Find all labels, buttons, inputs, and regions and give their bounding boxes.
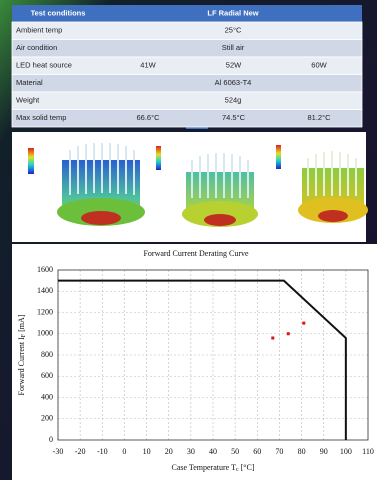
x-axis-label: Case Temperature Tc[°C] — [172, 463, 255, 474]
point — [271, 337, 274, 340]
x-tick-label: 0 — [122, 447, 126, 456]
table-row — [12, 40, 362, 58]
x-tick-label: -10 — [97, 447, 108, 456]
cell: 81.2°C — [307, 113, 331, 122]
row-label: Ambient temp — [16, 26, 62, 35]
x-tick-label: 50 — [231, 447, 239, 456]
cell: 52W — [226, 61, 242, 70]
header-cell: Test conditions — [31, 8, 86, 17]
slide: Forward Current Derating Curve Test cond… — [0, 0, 377, 480]
row-label: Material — [16, 78, 43, 87]
row-label: Weight — [16, 96, 40, 105]
table-row — [12, 75, 362, 93]
table-row — [12, 22, 362, 40]
cell: 25°C — [225, 26, 242, 35]
x-tick-label: 90 — [320, 447, 328, 456]
point — [287, 332, 290, 335]
cell: 66.6°C — [136, 113, 160, 122]
x-tick-label: 10 — [143, 447, 151, 456]
header-cell: LF Radial New — [207, 8, 258, 17]
y-tick-label: 0 — [49, 435, 53, 444]
table: Test conditions LF Radial New Ambient temp… — [12, 5, 362, 127]
cell: 41W — [140, 61, 156, 70]
x-tick-label: 100 — [340, 447, 352, 456]
x-tick-label: 40 — [209, 447, 217, 456]
row-label: Max solid temp — [16, 113, 66, 122]
cell: 74.5°C — [222, 113, 246, 122]
cell: 524g — [225, 96, 242, 105]
cell: Al 6063-T4 — [215, 78, 252, 87]
cell: Still air — [222, 43, 245, 52]
y-tick-label: 600 — [41, 371, 53, 380]
y-tick-label: 400 — [41, 392, 53, 401]
x-tick-label: 70 — [275, 447, 283, 456]
x-tick-label: 60 — [253, 447, 261, 456]
row-label: Air condition — [16, 43, 57, 52]
y-tick-label: 1000 — [37, 329, 53, 338]
x-tick-label: -20 — [75, 447, 86, 456]
x-tick-label: 30 — [187, 447, 195, 456]
row-label: LED heat source — [16, 61, 72, 70]
x-tick-label: 110 — [362, 447, 374, 456]
chart-panel — [12, 244, 377, 480]
y-axis-label: Forward Current IF[mA] — [17, 314, 28, 395]
cell: 60W — [311, 61, 327, 70]
page: Forward Current Derating Curve Test cond… — [0, 0, 377, 480]
y-tick-label: 800 — [41, 350, 53, 359]
x-tick-label: 80 — [298, 447, 306, 456]
y-tick-label: 1400 — [37, 286, 53, 295]
y-tick-label: 1200 — [37, 307, 53, 316]
x-tick-label: 20 — [165, 447, 173, 456]
y-tick-label: 200 — [41, 414, 53, 423]
chart-title: Forward Current Derating Curve — [143, 249, 249, 258]
y-tick-label: 1600 — [37, 265, 53, 274]
point — [302, 322, 305, 325]
table-row — [12, 92, 362, 110]
x-tick-label: -30 — [53, 447, 64, 456]
